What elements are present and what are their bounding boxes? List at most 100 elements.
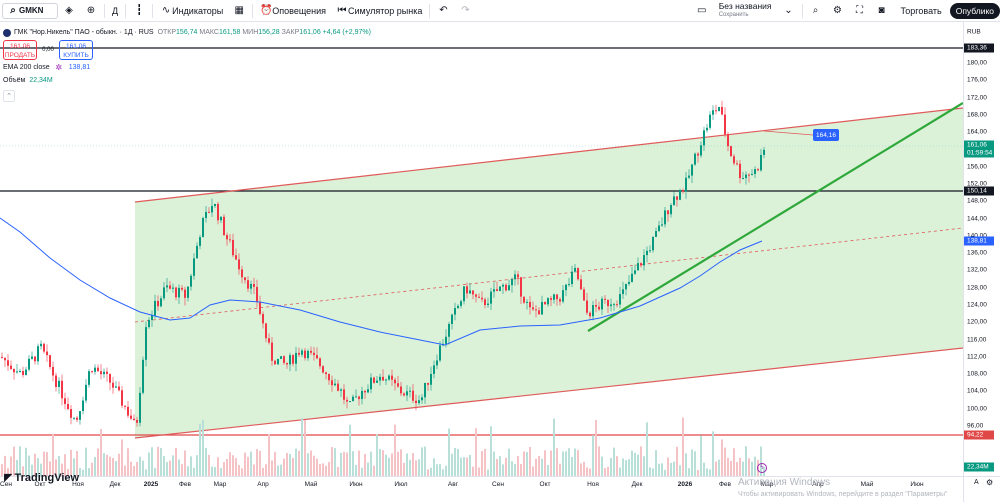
candle-body xyxy=(478,296,480,298)
time-tick-label: Дек xyxy=(631,481,643,488)
layout-name-button[interactable]: Без названия Сохранить xyxy=(713,1,778,20)
candle-body xyxy=(52,366,54,376)
volume-bar xyxy=(220,468,222,476)
time-tick-label: Май xyxy=(860,481,874,488)
sell-button[interactable]: 161,06 ПРОДАТЬ xyxy=(3,40,37,60)
price-callout[interactable]: 164,16 xyxy=(813,129,839,141)
candle-body xyxy=(754,169,756,174)
undo-button[interactable]: ↶ xyxy=(432,0,454,22)
legend-title[interactable]: ГМК "Нор.Никель" ПАО - обыкн. · 1Д · RUS xyxy=(14,29,154,36)
volume-bar xyxy=(478,467,480,476)
volume-bar xyxy=(562,451,564,476)
plus-circle-icon: ⊕ xyxy=(86,5,96,16)
chart-type-button[interactable]: ┇ xyxy=(128,0,150,22)
volume-legend-row[interactable]: Объём 22,34M xyxy=(3,75,371,86)
volume-bar xyxy=(172,455,174,476)
volume-bar xyxy=(694,451,696,476)
volume-bar xyxy=(568,448,570,476)
candle-body xyxy=(121,390,123,406)
time-tick-label: Ноя xyxy=(72,481,84,488)
candle-body xyxy=(556,294,558,300)
templates-button[interactable]: ▦ xyxy=(228,0,250,22)
volume-bar xyxy=(631,450,633,476)
volume-bar xyxy=(427,469,429,476)
candle-body xyxy=(229,239,231,241)
candle-body xyxy=(130,415,132,419)
volume-bar xyxy=(277,465,279,476)
settings-button[interactable]: ⚙ xyxy=(827,0,849,22)
trade-button[interactable]: Торговать xyxy=(900,5,942,16)
chart-svg[interactable] xyxy=(0,22,963,476)
layout-icon: ▭ xyxy=(696,5,707,16)
replay-icon: ⏮ xyxy=(337,5,347,16)
candle-body xyxy=(301,350,303,355)
redo-button[interactable]: ↷ xyxy=(454,0,476,22)
indicators-button[interactable]: ∿ Индикаторы xyxy=(155,0,228,22)
volume-bar xyxy=(742,461,744,476)
candle-body xyxy=(85,384,87,401)
indicators-label: Индикаторы xyxy=(172,5,224,16)
candle-body xyxy=(43,343,45,352)
volume-bar xyxy=(466,457,468,476)
candle-body xyxy=(610,304,612,307)
undo-icon: ↶ xyxy=(439,5,448,16)
lightning-alert-icon[interactable]: ϟ xyxy=(757,463,767,473)
quick-search-button[interactable]: ⌕ xyxy=(805,0,827,22)
price-tick-label: 116,00 xyxy=(967,336,987,344)
symbol-text: GMKN xyxy=(19,6,44,15)
time-axis[interactable]: Сен Окт Ноя Дек 2025 Фев Мар Апр Май Июн Июл Авг Сен… xyxy=(0,476,963,502)
volume-bar xyxy=(703,462,705,476)
callout-pointer-line xyxy=(763,130,814,136)
search-icon: ⌕ xyxy=(10,5,16,16)
auto-scale-toggle[interactable]: A xyxy=(974,479,979,486)
symbol-search-input[interactable]: ⌕ GMKN xyxy=(2,2,58,19)
candle-body xyxy=(664,210,666,225)
candle-body xyxy=(670,205,672,215)
replay-button[interactable]: ⏮ Симулятор рынка xyxy=(331,0,427,22)
volume-bar xyxy=(385,454,387,476)
snapshot-button[interactable]: ◙ xyxy=(871,0,893,22)
interval-button[interactable]: Д xyxy=(112,5,119,16)
axis-settings-gear-icon[interactable]: ⚙ xyxy=(986,478,994,487)
publish-button[interactable]: Опублико xyxy=(949,2,1000,19)
time-tick-label: 2025 xyxy=(143,481,159,488)
bar-countdown-tag: 01:59:54 xyxy=(964,148,994,158)
volume-bar xyxy=(346,452,348,476)
ema-legend-row[interactable]: EMA 200 close ✲ 138,81 xyxy=(3,62,371,73)
candle-body xyxy=(541,302,543,315)
divider xyxy=(429,3,431,18)
volume-bar xyxy=(676,446,678,476)
candle-body xyxy=(577,267,579,280)
compare-button[interactable]: ⊕ xyxy=(80,0,102,22)
layout-icon-button[interactable]: ▭ xyxy=(691,0,713,22)
symbol-flag-button[interactable]: ◈ xyxy=(58,0,80,22)
price-axis[interactable]: RUB 180,00 176,00 172,00 168,00 164,00 156,00… xyxy=(963,22,1000,476)
volume-bar xyxy=(247,456,249,476)
buy-button[interactable]: 161,06 КУПИТЬ xyxy=(59,40,93,60)
volume-bar xyxy=(613,447,615,476)
volume-bar xyxy=(178,459,180,476)
candle-body xyxy=(16,371,18,373)
volume-bar xyxy=(520,464,522,476)
tradingview-logo[interactable]: ◤ TradingView xyxy=(4,471,79,485)
volume-bar xyxy=(145,469,147,476)
volume-value: 22,34M xyxy=(29,77,53,84)
layout-menu-button[interactable]: ⌄ xyxy=(778,0,800,22)
volume-bar xyxy=(106,454,108,476)
volume-bar xyxy=(253,464,255,476)
volume-bar xyxy=(442,469,444,476)
collapse-legend-button[interactable]: ⌃ xyxy=(3,90,15,102)
candle-body xyxy=(310,350,312,353)
volume-bar xyxy=(373,465,375,476)
volume-bar xyxy=(643,456,645,476)
candle-body xyxy=(334,383,336,386)
chart-pane[interactable] xyxy=(0,22,963,476)
candle-body xyxy=(100,371,102,375)
price-tick-label: 108,00 xyxy=(967,370,987,378)
volume-bar xyxy=(349,424,351,476)
settings-gear-icon[interactable]: ✲ xyxy=(55,63,63,72)
fullscreen-button[interactable]: ⛶ xyxy=(849,0,871,22)
candle-body xyxy=(1,356,3,358)
alerts-button[interactable]: ⏰ Оповещения xyxy=(255,0,331,22)
volume-bar xyxy=(745,446,747,476)
